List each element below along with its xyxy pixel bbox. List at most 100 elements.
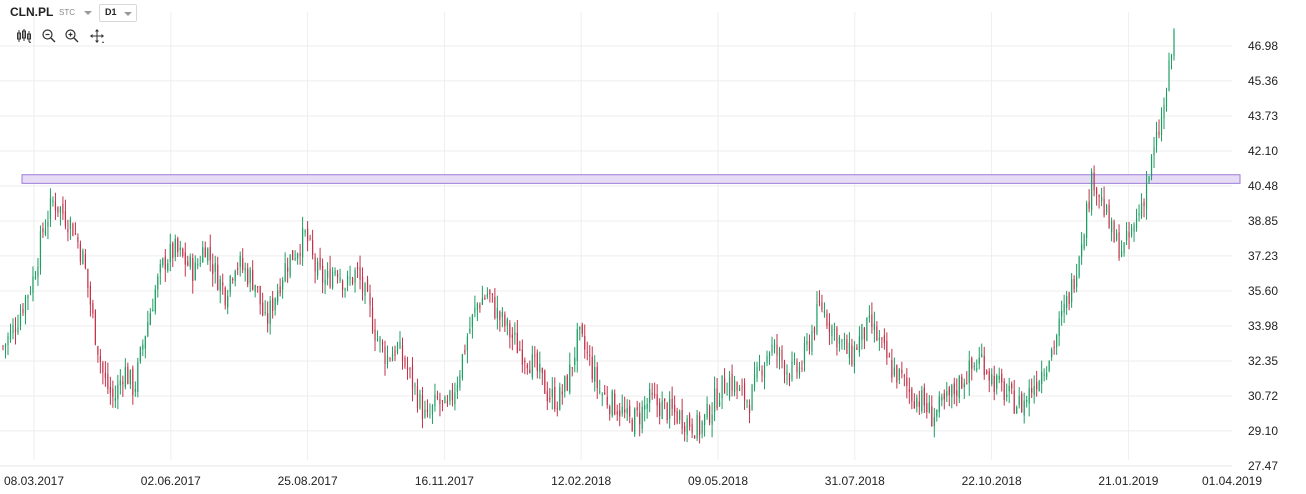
candle-body (691, 423, 693, 433)
candle-body (359, 267, 361, 280)
candle-body (1061, 310, 1063, 316)
candle-body (154, 289, 156, 312)
candle-body (776, 344, 778, 356)
candle-body (384, 346, 386, 365)
candle-body (269, 300, 271, 325)
candle-body (182, 248, 184, 256)
candle-body (17, 327, 19, 333)
candle-body (1056, 335, 1058, 348)
candle-body (426, 409, 429, 413)
candle-body (918, 401, 920, 407)
symbol-label[interactable]: CLN.PL (10, 5, 54, 19)
candle-body (346, 275, 349, 285)
candle-body (629, 405, 631, 417)
candle-body (1148, 176, 1150, 182)
candle-body (34, 276, 37, 279)
candle-body (551, 389, 553, 398)
candles-icon[interactable] (16, 28, 32, 44)
zoom-in-icon[interactable] (64, 28, 80, 44)
candle-body (391, 354, 394, 362)
candle-body (289, 254, 291, 276)
candle-body (738, 388, 741, 391)
candle-body (656, 394, 658, 406)
candle-body (1073, 279, 1075, 290)
candle-body (466, 336, 469, 351)
chevron-down-icon[interactable] (84, 11, 92, 15)
candle-body (416, 386, 419, 409)
candle-body (89, 285, 91, 305)
candle-body (494, 296, 496, 319)
candle-body (1123, 242, 1125, 253)
candle-body (966, 383, 968, 385)
y-tick-label: 40.48 (1248, 179, 1278, 193)
candle-body (77, 237, 79, 243)
candle-body (861, 324, 863, 341)
candle-body (911, 389, 913, 402)
candle-body (641, 406, 643, 429)
candle-body (654, 394, 656, 396)
y-tick-label: 45.36 (1248, 74, 1278, 88)
candle-body (694, 435, 696, 439)
pan-icon[interactable] (89, 28, 105, 44)
candle-body (601, 394, 603, 396)
candle-body (364, 283, 366, 296)
candle-body (72, 223, 74, 236)
x-tick-label: 09.05.2018 (688, 474, 748, 488)
x-tick-label: 16.11.2017 (415, 474, 474, 488)
candle-body (1125, 230, 1128, 241)
candle-body (284, 263, 286, 282)
candle-body (823, 310, 826, 314)
candle-body (339, 277, 341, 281)
chart-grid (0, 12, 1232, 467)
candle-body (796, 361, 798, 373)
candle-body (736, 382, 738, 391)
candle-body (94, 310, 96, 345)
candle-body (973, 366, 975, 368)
candle-body (976, 368, 978, 370)
zoom-out-icon[interactable] (41, 28, 57, 44)
candle-body (292, 250, 294, 261)
candle-body (279, 286, 281, 294)
candle-body (112, 388, 114, 398)
candle-body (469, 328, 471, 333)
candle-body (262, 302, 264, 316)
candle-body (951, 385, 953, 397)
candle-body (531, 354, 533, 378)
x-tick-label: 02.06.2017 (141, 474, 201, 488)
candle-body (846, 339, 848, 354)
candle-body (147, 322, 149, 336)
candle-body (888, 356, 890, 358)
candle-body (309, 237, 311, 239)
y-tick-label: 38.85 (1248, 214, 1278, 228)
candle-body (204, 247, 206, 258)
timeframe-select[interactable]: D1 (99, 4, 137, 22)
candle-body (516, 332, 518, 354)
candle-body (704, 414, 706, 426)
candle-body (287, 267, 289, 272)
candle-body (9, 330, 12, 340)
candle-body (571, 367, 573, 369)
candle-body (164, 256, 166, 270)
candle-body (671, 398, 673, 409)
candle-body (57, 206, 59, 213)
candle-body (696, 414, 698, 439)
candle-body (611, 390, 613, 416)
candle-body (316, 261, 319, 276)
resistance-zone[interactable] (21, 174, 1241, 184)
candle-body (521, 349, 523, 365)
candle-body (474, 307, 476, 313)
candle-body (831, 326, 833, 337)
x-tick-label: 12.02.2018 (551, 474, 611, 488)
candle-body (1003, 381, 1005, 401)
candle-body (1036, 382, 1038, 390)
candle-body (506, 319, 508, 326)
candle-body (1016, 407, 1018, 414)
y-axis: 46.98 45.36 43.73 42.10 40.48 38.85 37.23 35.60… (1248, 39, 1278, 473)
candle-body (157, 276, 159, 290)
candle-body (137, 362, 139, 392)
candle-body (282, 280, 284, 290)
candle-body (4, 344, 7, 348)
candle-body (716, 388, 718, 408)
candle-body (162, 258, 164, 266)
